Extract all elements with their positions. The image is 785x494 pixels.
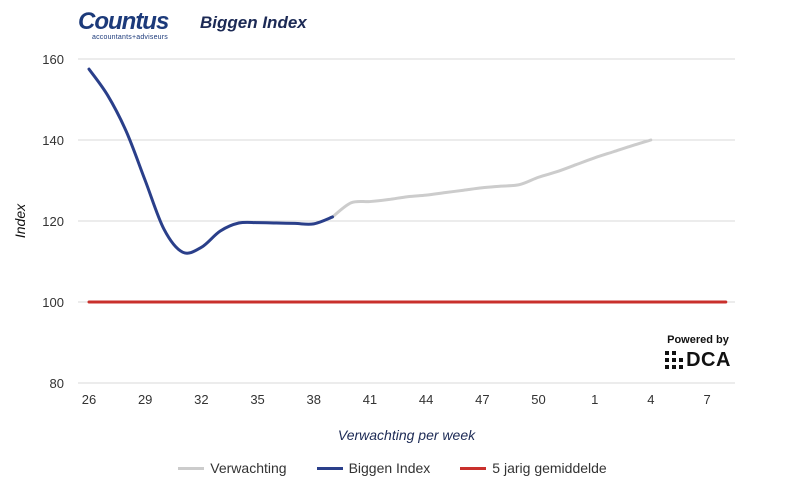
legend-swatch: [460, 466, 487, 470]
y-tick-label: 80: [50, 376, 64, 391]
dca-text: DCA: [686, 349, 731, 371]
legend-swatch: [316, 466, 343, 470]
x-tick-label: 50: [531, 392, 545, 407]
legend-item: 5 jarig gemiddelde: [460, 460, 607, 476]
chart-title: Biggen Index: [200, 13, 307, 32]
countus-logo: Countus accountants+adviseurs: [78, 8, 188, 42]
y-tick-label: 120: [42, 214, 64, 229]
y-tick-label: 140: [42, 133, 64, 148]
y-axis-label: Index: [12, 203, 28, 238]
legend-item: Verwachting: [178, 460, 287, 476]
logo-wordmark: Countus: [78, 8, 169, 35]
dca-grid-icon: [665, 351, 684, 369]
x-tick-label: 44: [419, 392, 433, 407]
x-tick-label: 47: [475, 392, 489, 407]
legend-label: 5 jarig gemiddelde: [492, 460, 607, 476]
grid-lines: [78, 58, 735, 384]
x-axis-ticks: 26 29 32 35 38 41 44 47 50 1 4 7: [82, 392, 711, 407]
x-tick-label: 38: [307, 392, 321, 407]
x-tick-label: 1: [591, 392, 598, 407]
y-tick-label: 100: [42, 295, 64, 310]
dca-logo: DCA: [660, 349, 736, 371]
chart-header: Countus accountants+adviseurs: [78, 8, 188, 42]
legend-label: Biggen Index: [348, 460, 431, 476]
verwachting-series-line: [330, 138, 653, 219]
x-tick-label: 7: [703, 392, 710, 407]
legend-swatch: [178, 466, 205, 470]
x-tick-label: 4: [647, 392, 654, 407]
biggen-index-series-line: [87, 67, 334, 255]
x-tick-label: 41: [363, 392, 377, 407]
chart-legend: Verwachting Biggen Index 5 jarig gemiddeld…: [0, 460, 785, 476]
series-lines: [87, 67, 728, 304]
x-tick-label: 26: [82, 392, 96, 407]
powered-by-watermark: Powered by DCA: [660, 334, 736, 371]
x-axis-label: Verwachting per week: [338, 427, 476, 443]
powered-by-text: Powered by: [667, 334, 729, 346]
x-tick-label: 32: [194, 392, 208, 407]
x-tick-label: 29: [138, 392, 152, 407]
y-axis-ticks: 80 100 120 140 160: [42, 52, 64, 391]
legend-item: Biggen Index: [316, 460, 431, 476]
legend-label: Verwachting: [210, 460, 287, 476]
logo-subtext: accountants+adviseurs: [92, 34, 168, 41]
y-tick-label: 160: [42, 52, 64, 67]
x-tick-label: 35: [250, 392, 264, 407]
